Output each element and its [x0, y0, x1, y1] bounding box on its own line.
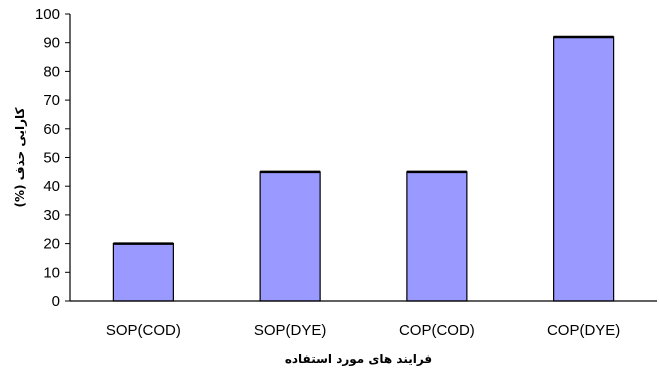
y-tick-label: 50 [43, 150, 60, 167]
x-category-label: SOP(COD) [106, 322, 181, 339]
y-tick-label: 20 [43, 236, 60, 253]
x-category-label: COP(COD) [399, 322, 475, 339]
x-category-label: SOP(DYE) [254, 322, 327, 339]
bar [553, 36, 615, 302]
y-axis-ticks: 0 10 20 30 40 50 60 70 80 90 100 [35, 6, 70, 310]
x-axis-labels: SOP(COD) SOP(DYE) COP(COD) COP(DYE) [106, 322, 620, 339]
y-tick-label: 0 [52, 293, 60, 310]
y-tick-label: 80 [43, 63, 60, 80]
y-tick-label: 100 [35, 6, 60, 23]
y-tick-label: 30 [43, 207, 60, 224]
y-tick-label: 10 [43, 264, 60, 281]
y-tick-label: 70 [43, 92, 60, 109]
y-axis-title: کارایی حذف (%) [13, 107, 27, 207]
y-tick-label: 40 [43, 178, 60, 195]
x-axis-title: فرایند های مورد استفاده [285, 352, 432, 367]
bar [406, 171, 468, 302]
bars [112, 35, 615, 302]
bar [112, 243, 174, 302]
y-tick-label: 60 [43, 121, 60, 138]
y-tick-label: 90 [43, 35, 60, 52]
x-category-label: COP(DYE) [547, 322, 620, 339]
bar [259, 171, 321, 302]
